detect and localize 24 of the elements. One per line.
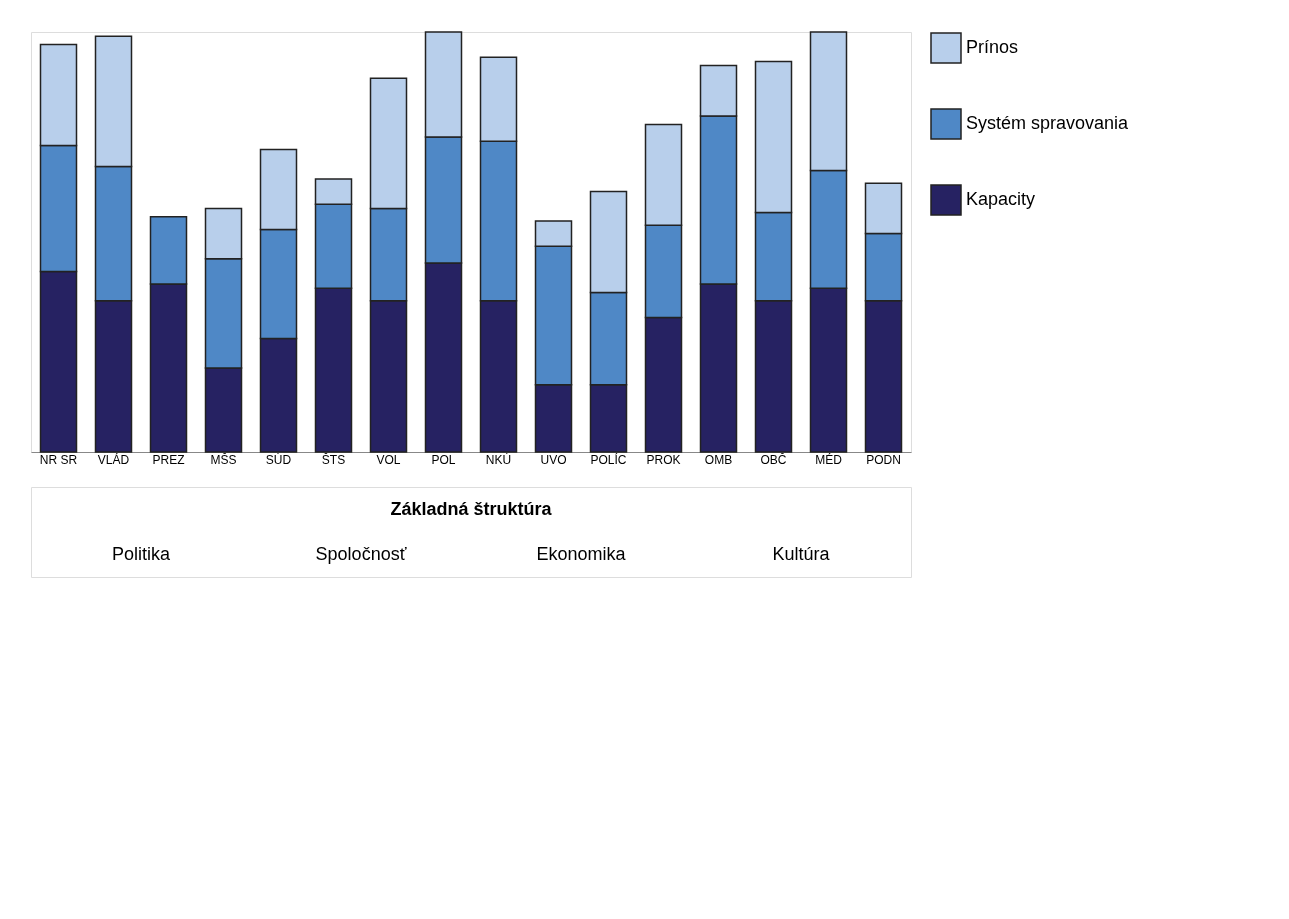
x-tick-label: MÉD <box>815 451 843 467</box>
text: Ekonomika <box>536 543 627 564</box>
text: Politika <box>111 543 171 564</box>
legend-label: Kapacity <box>966 189 1036 209</box>
legend-label: Prínos <box>966 37 1019 57</box>
x-tick-label: POL <box>431 452 456 467</box>
x-tick-label: VOL <box>376 452 401 467</box>
x-tick-label: NKÚ <box>485 451 512 467</box>
x-tick-label: UVO <box>540 452 567 467</box>
x-tick-label: PODN <box>866 452 901 467</box>
text: Základná štruktúra <box>390 498 553 519</box>
text: Spoločnosť <box>315 543 407 564</box>
x-tick-label: MŠS <box>210 451 237 467</box>
x-tick-label: PROK <box>646 452 681 467</box>
x-tick-label: ŠTS <box>321 451 346 467</box>
x-tick-label: VLÁD <box>97 451 130 467</box>
x-tick-label: SÚD <box>265 451 292 467</box>
legend-label: Systém spravovania <box>966 113 1130 133</box>
x-tick-label: POLÍC <box>590 451 627 467</box>
x-tick-label: NR SR <box>39 452 78 467</box>
x-tick-label: OBČ <box>760 451 787 467</box>
x-tick-label: PREZ <box>152 452 185 467</box>
text: Kultúra <box>772 543 831 564</box>
x-tick-label: OMB <box>704 452 733 467</box>
